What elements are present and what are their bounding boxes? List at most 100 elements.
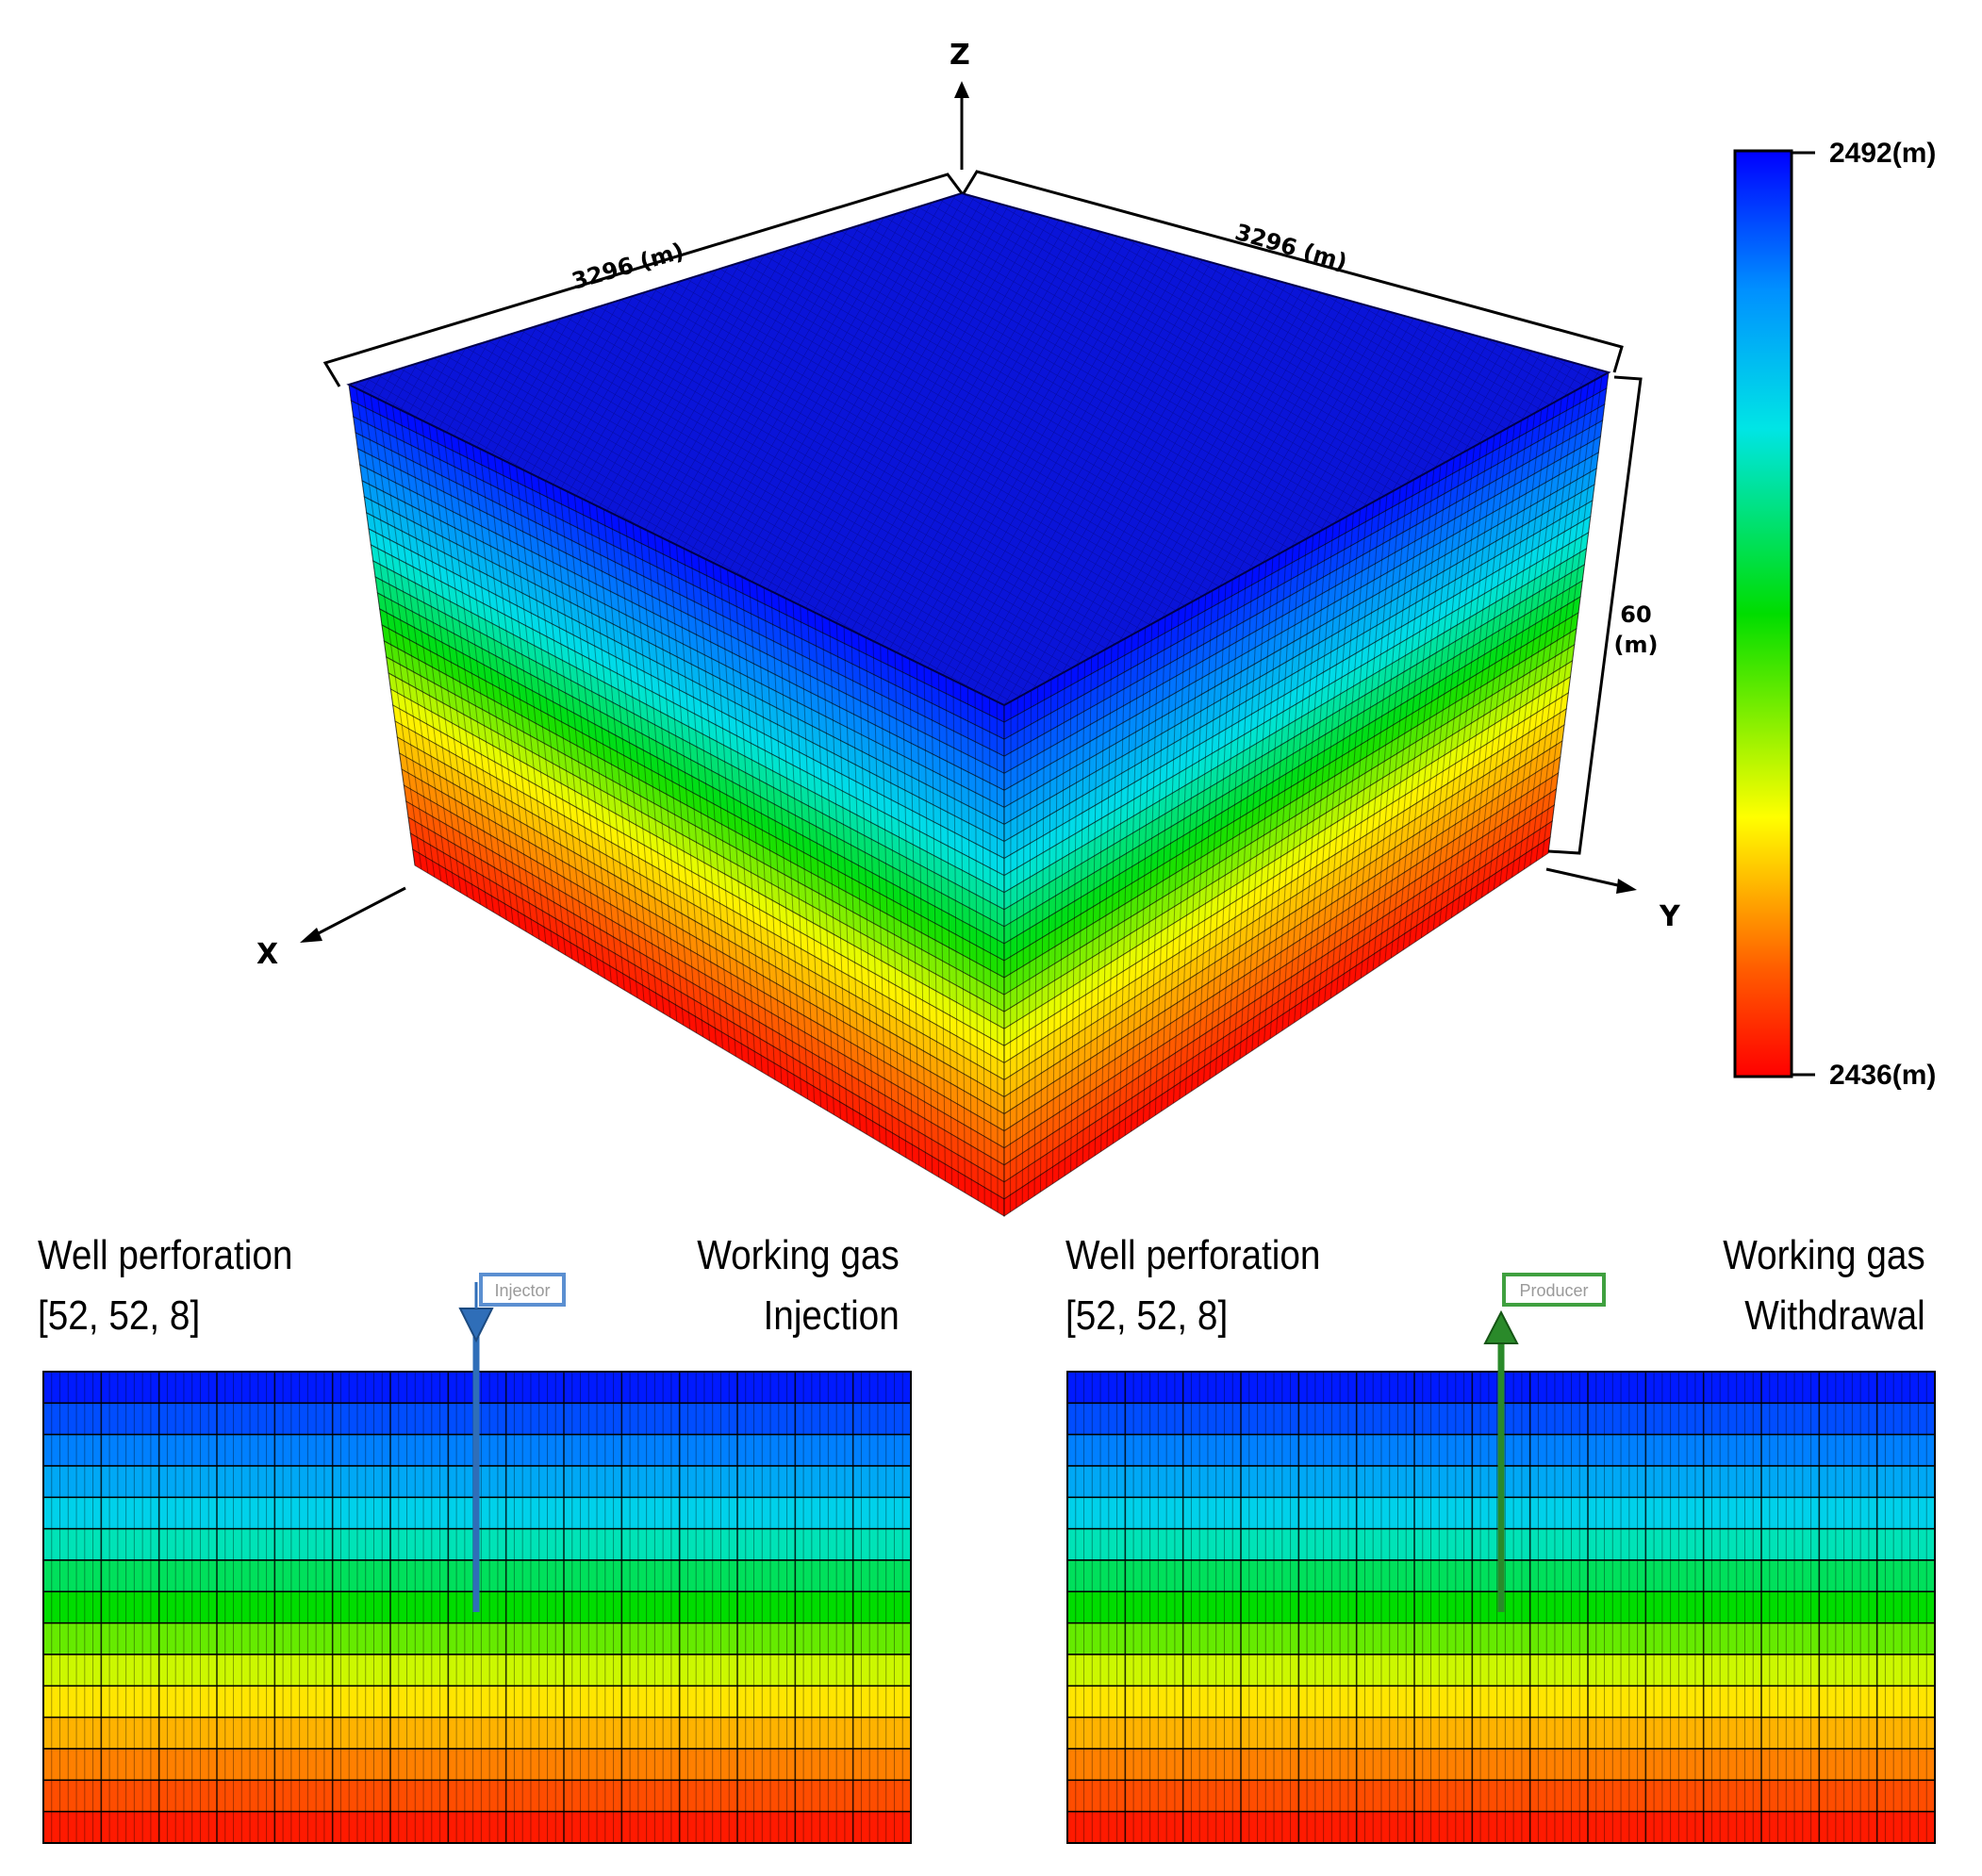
left-face-cell-line <box>755 584 783 1084</box>
left-face-cell-line <box>734 573 763 1073</box>
left-face-cell-line <box>923 666 933 1174</box>
left-face-cell-line <box>894 651 907 1159</box>
right-face-cell-line <box>1347 494 1388 987</box>
right-face-cell-line <box>1499 402 1556 886</box>
injector-well: Injector <box>458 1273 566 1612</box>
left-face-cell-line <box>653 534 691 1029</box>
right-face-cell-line <box>1276 538 1307 1035</box>
left-face-cell-line <box>938 672 946 1181</box>
left-face-cell-line <box>909 658 920 1166</box>
right-face-cell-line <box>1306 519 1341 1015</box>
right-panel-title-line2: [52, 52, 8] <box>1065 1292 1229 1339</box>
left-face-cell-line <box>886 648 900 1154</box>
left-face-cell-line <box>362 391 429 874</box>
right-face-cell-line <box>1366 483 1408 975</box>
left-face-cell-line <box>545 480 592 971</box>
right-panel-title: Well perforation [52, 52, 8] <box>1065 1226 1320 1346</box>
right-face-cell-line <box>1450 431 1502 918</box>
left-face-cell-line <box>683 548 717 1045</box>
left-face-cell-line <box>501 459 553 947</box>
z-axis: Z <box>950 39 970 170</box>
right-face-cell-line <box>1233 564 1261 1063</box>
right-face-cell-line <box>1372 479 1414 971</box>
left-face-cell-line <box>552 484 599 975</box>
left-face-cell-line <box>428 423 487 909</box>
left-face-cell-line <box>516 466 567 956</box>
right-face-cell-line <box>1106 642 1119 1148</box>
right-face-cell-line <box>1475 417 1529 902</box>
left-face-cell-line <box>690 551 723 1049</box>
left-face-cell-line <box>391 405 455 889</box>
left-panel-title-line1: Well perforation <box>38 1232 293 1278</box>
right-face-cell-line <box>1396 465 1442 954</box>
left-face-cell-line <box>596 505 638 998</box>
right-face-cell-line <box>1257 550 1287 1047</box>
left-panel-mode: Working gas Injection <box>698 1226 900 1346</box>
right-face-cell-line <box>1299 523 1334 1019</box>
block-top-face-edge <box>346 191 1611 707</box>
left-face-cell-line <box>770 591 796 1092</box>
right-face-cell-line <box>1336 502 1375 995</box>
left-face-cell-line <box>624 519 665 1014</box>
right-face-cell-line <box>1294 527 1328 1023</box>
left-face-cell-line <box>829 619 848 1123</box>
withdrawal-section-layer <box>1066 1779 1936 1813</box>
right-face-cell-line <box>1179 598 1200 1099</box>
injection-section-layer <box>42 1810 912 1844</box>
right-face-cell-line <box>1409 457 1455 946</box>
right-face-cell-line <box>1016 698 1018 1209</box>
y-extent-label: 3296 (m) <box>1232 219 1350 276</box>
producer-label: Producer <box>1519 1281 1588 1300</box>
right-face-cell-line <box>1480 413 1536 898</box>
left-face-cell-line <box>487 452 540 940</box>
left-face-cell-line <box>385 402 449 885</box>
left-face-cell-line <box>370 395 436 878</box>
left-face-cell-line <box>676 544 710 1042</box>
left-face-cell-line <box>880 644 894 1150</box>
right-face-cell-line <box>1445 435 1495 922</box>
right-face-cell-line <box>1161 609 1180 1111</box>
left-face-cell-line <box>704 559 736 1057</box>
left-face-cell-line <box>916 662 927 1170</box>
left-face-cell-line <box>974 690 979 1201</box>
right-face-cell-line <box>1082 657 1093 1164</box>
right-face-cell-line <box>1523 387 1583 870</box>
injection-section-layer <box>42 1779 912 1813</box>
right-face-cell-line <box>1214 575 1240 1076</box>
right-face-cell-line <box>1439 438 1489 927</box>
left-face-cell-line <box>421 420 481 905</box>
left-face-cell-line <box>843 626 861 1131</box>
left-face-cell-line <box>712 562 743 1061</box>
left-face-cell-line <box>537 477 586 967</box>
right-face-cell-line <box>1487 409 1543 894</box>
right-face-cell-line <box>1330 505 1368 999</box>
left-face-cell-line <box>573 495 619 987</box>
right-panel-title-line1: Well perforation <box>1065 1232 1321 1278</box>
withdrawal-section-layer <box>1066 1748 1936 1782</box>
left-face-cell-line <box>727 569 756 1068</box>
left-face-cell-line <box>851 630 867 1135</box>
left-face-cell-line <box>872 640 887 1146</box>
left-face-cell-line <box>749 580 776 1080</box>
left-face-cell-line <box>719 566 750 1064</box>
right-face-cell-line <box>1039 683 1046 1193</box>
block-left-face <box>348 384 1005 1217</box>
right-face-cell-line <box>1354 490 1395 982</box>
z-axis-label: Z <box>950 39 970 72</box>
right-face-cell-line <box>1021 694 1025 1205</box>
right-face-cell-line <box>1239 561 1267 1060</box>
right-face-cell-line <box>1535 379 1596 862</box>
left-face-cell-line <box>698 555 730 1053</box>
right-face-cell-line <box>1360 486 1401 979</box>
right-face-cell-line <box>1529 383 1590 865</box>
right-face-cell-line <box>1203 583 1227 1083</box>
left-face-cell-line <box>814 612 834 1115</box>
colorbar-max-label: 2492(m) <box>1829 138 1936 169</box>
right-face-cell-line <box>1264 546 1294 1044</box>
left-panel-title-line2: [52, 52, 8] <box>38 1292 201 1339</box>
right-face-cell-line <box>1173 601 1193 1104</box>
right-face-cell-line <box>1457 427 1509 914</box>
right-face-cell-line <box>1028 690 1032 1200</box>
left-face-cell-line <box>465 441 520 929</box>
right-face-cell-line <box>1221 571 1247 1072</box>
